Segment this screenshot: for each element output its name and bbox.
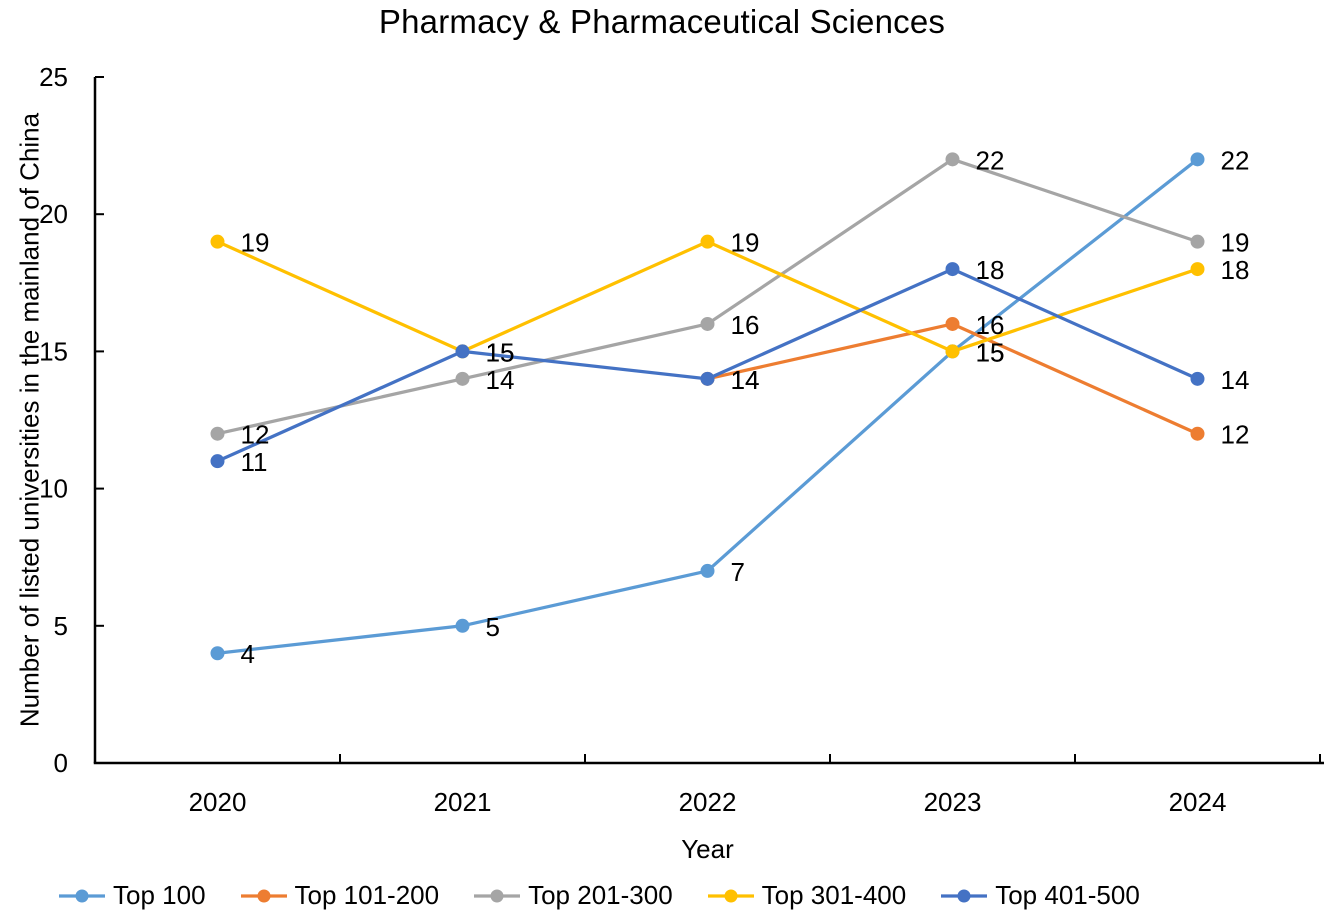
data-label-top-100-2022: 7 [731, 557, 745, 587]
x-tick-label-2022: 2022 [679, 787, 737, 817]
series-line-top-301-400 [215, 240, 1200, 354]
data-point-top-301-400-2023 [945, 344, 960, 359]
series-line-top-201-300 [215, 157, 1200, 436]
legend-item-top-301-400: Top 301-400 [707, 880, 907, 911]
y-tick-label: 10 [39, 474, 68, 504]
data-label-top-101-200-2024: 12 [1221, 420, 1250, 450]
data-point-top-301-400-2022 [700, 234, 715, 249]
data-point-top-100-2022 [700, 563, 715, 578]
legend-label-top-301-400: Top 301-400 [761, 880, 907, 910]
y-tick-label: 5 [54, 611, 68, 641]
legend-dot-icon [257, 889, 271, 902]
legend-marker-top-401-500 [941, 889, 988, 902]
data-point-top-201-300-2024 [1190, 234, 1205, 249]
data-label-top-100-2024: 22 [1221, 145, 1250, 175]
data-label-top-401-500-2020: 11 [241, 447, 268, 477]
x-tick-label-2023: 2023 [924, 787, 982, 817]
legend-label-top-100: Top 100 [113, 880, 206, 910]
legend-dot-icon [75, 889, 89, 902]
data-label-top-101-200-2023: 16 [976, 310, 1005, 340]
series-line-top-100 [215, 157, 1200, 655]
y-tick-label: 0 [54, 748, 68, 778]
legend-label-top-401-500: Top 401-500 [995, 880, 1140, 910]
data-label-top-301-400-2020: 19 [241, 228, 270, 258]
legend: Top 100 Top 101-200 Top 201-300 Top 301-400… [0, 880, 1324, 911]
data-label-top-401-500-2024: 14 [1221, 365, 1250, 395]
legend-dot-icon [724, 889, 738, 902]
legend-label-top-201-300: Top 201-300 [528, 880, 673, 910]
data-point-top-401-500-2023 [945, 262, 960, 277]
data-label-top-301-400-2024: 18 [1221, 255, 1250, 285]
y-tick-label: 15 [39, 336, 68, 366]
data-label-top-100-2020: 4 [241, 639, 255, 669]
data-label-top-201-300-2020: 12 [241, 420, 270, 450]
legend-marker-top-201-300 [474, 889, 521, 902]
data-label-top-201-300-2021: 14 [486, 365, 515, 395]
data-point-top-301-400-2024 [1190, 262, 1205, 277]
data-label-top-100-2021: 5 [486, 612, 500, 642]
series-line-top-101-200 [705, 322, 1200, 436]
data-point-top-201-300-2020 [210, 426, 225, 441]
data-point-top-401-500-2020 [210, 454, 225, 469]
legend-item-top-201-300: Top 201-300 [473, 880, 673, 911]
data-label-top-101-200-2022: 14 [731, 365, 760, 395]
chart-title: Pharmacy & Pharmaceutical Sciences [378, 3, 946, 40]
data-point-top-401-500-2024 [1190, 371, 1205, 386]
x-tick-label-2024: 2024 [1169, 787, 1227, 817]
legend-dot-icon [490, 889, 504, 902]
legend-item-top-100: Top 100 [58, 880, 206, 911]
data-point-top-101-200-2023 [945, 316, 960, 331]
series-line-top-401-500 [215, 267, 1200, 463]
data-label-top-301-400-2021: 15 [486, 337, 515, 367]
legend-item-top-101-200: Top 101-200 [240, 880, 440, 911]
legend-item-top-401-500: Top 401-500 [940, 880, 1140, 911]
x-tick-label-2020: 2020 [189, 787, 247, 817]
data-point-top-100-2020 [210, 646, 225, 661]
data-point-top-201-300-2021 [455, 371, 470, 386]
x-tick-label-2021: 2021 [434, 787, 492, 817]
data-label-top-401-500-2022: 14 [731, 365, 760, 395]
data-point-top-100-2021 [455, 618, 470, 633]
legend-marker-top-100 [59, 889, 105, 902]
data-label-top-401-500-2021: 15 [486, 337, 515, 367]
data-label-top-201-300-2023: 22 [976, 145, 1005, 175]
data-label-top-301-400-2023: 15 [976, 337, 1005, 367]
data-point-top-100-2024 [1190, 152, 1205, 167]
data-label-top-201-300-2022: 16 [731, 310, 760, 340]
data-point-top-401-500-2021 [455, 344, 470, 359]
data-label-top-301-400-2022: 19 [731, 228, 760, 258]
data-point-top-401-500-2022 [700, 371, 715, 386]
data-point-top-301-400-2020 [210, 234, 225, 249]
data-point-top-201-300-2022 [700, 316, 715, 331]
data-label-top-201-300-2024: 19 [1221, 228, 1250, 258]
data-label-top-100-2023: 15 [976, 337, 1005, 367]
legend-marker-top-301-400 [707, 889, 754, 902]
data-label-top-401-500-2023: 18 [976, 255, 1005, 285]
legend-marker-top-101-200 [240, 889, 287, 902]
legend-dot-icon [957, 889, 971, 902]
y-tick-label: 20 [39, 199, 68, 229]
data-point-top-201-300-2023 [945, 152, 960, 167]
x-axis-title: Year [681, 834, 734, 864]
y-tick-label: 25 [39, 62, 68, 92]
legend-label-top-101-200: Top 101-200 [294, 880, 440, 910]
data-point-top-101-200-2024 [1190, 426, 1205, 441]
